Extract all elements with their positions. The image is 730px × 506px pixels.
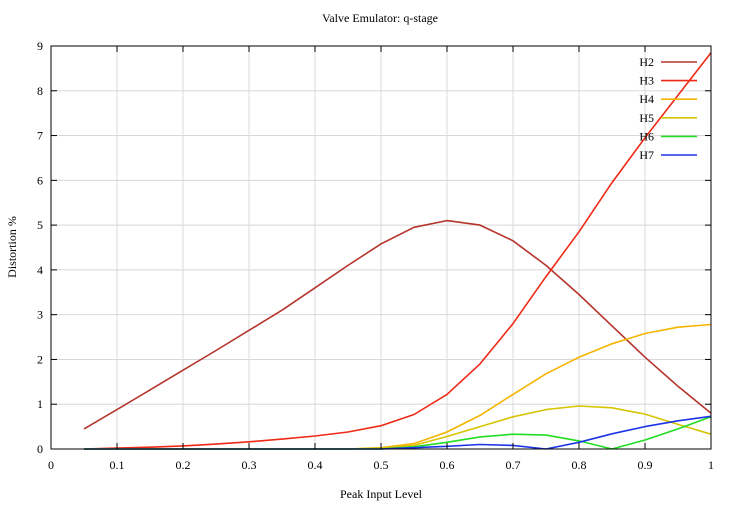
x-tick-label: 0.9 [638, 458, 653, 472]
legend-label-h2: H2 [639, 55, 654, 69]
y-tick-label: 4 [37, 263, 43, 277]
grid-lines [51, 46, 711, 449]
y-tick-label: 9 [37, 39, 43, 53]
series-line-h3 [83, 52, 712, 450]
series-line-h5 [84, 405, 712, 450]
y-tick-label: 6 [37, 173, 43, 187]
x-tick-label: 0 [48, 458, 54, 472]
x-axis-label: Peak Input Level [340, 487, 423, 501]
x-tick-label: 0.8 [572, 458, 587, 472]
chart-title: Valve Emulator: q-stage [322, 11, 438, 25]
x-tick-label: 0.6 [440, 458, 455, 472]
legend-label-h3: H3 [639, 74, 654, 88]
legend-label-h6: H6 [639, 129, 654, 143]
series-line-h2 [83, 219, 712, 430]
y-tick-label: 7 [37, 129, 43, 143]
axis-ticks: 0 0.1 0.2 0.3 0.4 0.5 0.6 0.7 0.8 0.9 1 0 1 2 3 4 5 6 7 8 9 [37, 39, 714, 472]
series-line-h7 [84, 415, 712, 450]
y-tick-label: 1 [37, 397, 43, 411]
y-tick-label: 5 [37, 218, 43, 232]
y-tick-label: 2 [37, 352, 43, 366]
legend: H2 H3 H4 H5 H6 H7 [639, 55, 697, 162]
x-tick-label: 0.4 [308, 458, 323, 472]
legend-label-h5: H5 [639, 111, 654, 125]
x-tick-label: 0.7 [506, 458, 521, 472]
x-tick-label: 0.2 [176, 458, 191, 472]
x-tick-label: 1 [708, 458, 714, 472]
legend-label-h7: H7 [639, 148, 654, 162]
x-tick-label: 0.3 [242, 458, 257, 472]
y-tick-label: 8 [37, 84, 43, 98]
y-axis-label: Distortion % [5, 216, 19, 278]
x-tick-label: 0.1 [110, 458, 125, 472]
series-lines [83, 52, 712, 450]
series-line-h4 [84, 323, 712, 450]
legend-label-h4: H4 [639, 92, 654, 106]
y-tick-label: 3 [37, 308, 43, 322]
y-tick-label: 0 [37, 442, 43, 456]
x-tick-label: 0.5 [374, 458, 389, 472]
